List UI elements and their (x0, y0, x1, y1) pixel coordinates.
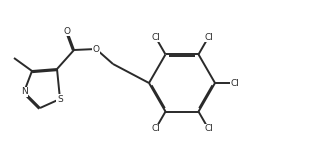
Text: Cl: Cl (204, 33, 213, 42)
Text: Cl: Cl (231, 78, 239, 88)
Text: Cl: Cl (204, 124, 213, 133)
Text: O: O (63, 27, 70, 35)
Text: O: O (92, 44, 100, 53)
Text: Cl: Cl (151, 33, 160, 42)
Text: Cl: Cl (151, 124, 160, 133)
Text: N: N (20, 88, 28, 97)
Text: S: S (57, 95, 63, 104)
